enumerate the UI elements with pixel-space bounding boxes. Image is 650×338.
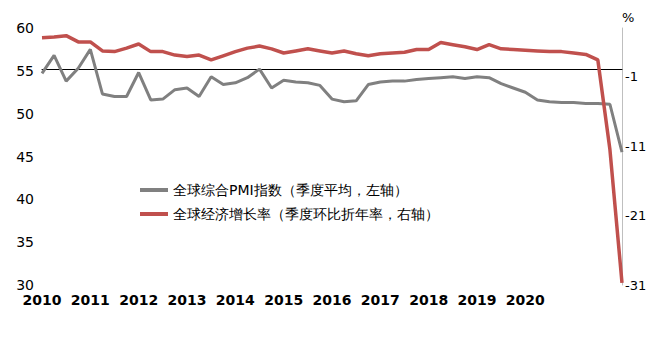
svg-text:2018: 2018: [409, 292, 448, 308]
svg-text:2015: 2015: [264, 292, 303, 308]
svg-text:2010: 2010: [23, 292, 62, 308]
svg-text:2017: 2017: [361, 292, 400, 308]
svg-text:2020: 2020: [506, 292, 545, 308]
svg-text:2014: 2014: [216, 292, 255, 308]
svg-text:55: 55: [16, 63, 34, 79]
svg-text:-21: -21: [625, 208, 646, 223]
svg-text:2019: 2019: [458, 292, 497, 308]
svg-text:2011: 2011: [71, 292, 110, 308]
svg-text:2013: 2013: [168, 292, 207, 308]
svg-text:-1: -1: [625, 69, 638, 84]
svg-text:60: 60: [16, 20, 34, 36]
svg-text:45: 45: [16, 149, 34, 165]
svg-text:50: 50: [16, 106, 34, 122]
svg-text:%: %: [622, 10, 634, 25]
svg-text:-11: -11: [625, 139, 646, 154]
svg-text:30: 30: [16, 277, 34, 293]
svg-text:全球综合PMI指数（季度平均，左轴）: 全球综合PMI指数（季度平均，左轴）: [173, 182, 408, 198]
svg-text:2016: 2016: [313, 292, 352, 308]
svg-text:2012: 2012: [119, 292, 158, 308]
svg-text:35: 35: [16, 234, 34, 250]
svg-text:40: 40: [16, 191, 34, 207]
svg-text:全球经济增长率（季度环比折年率，右轴）: 全球经济增长率（季度环比折年率，右轴）: [173, 206, 439, 222]
svg-text:-31: -31: [625, 278, 646, 293]
